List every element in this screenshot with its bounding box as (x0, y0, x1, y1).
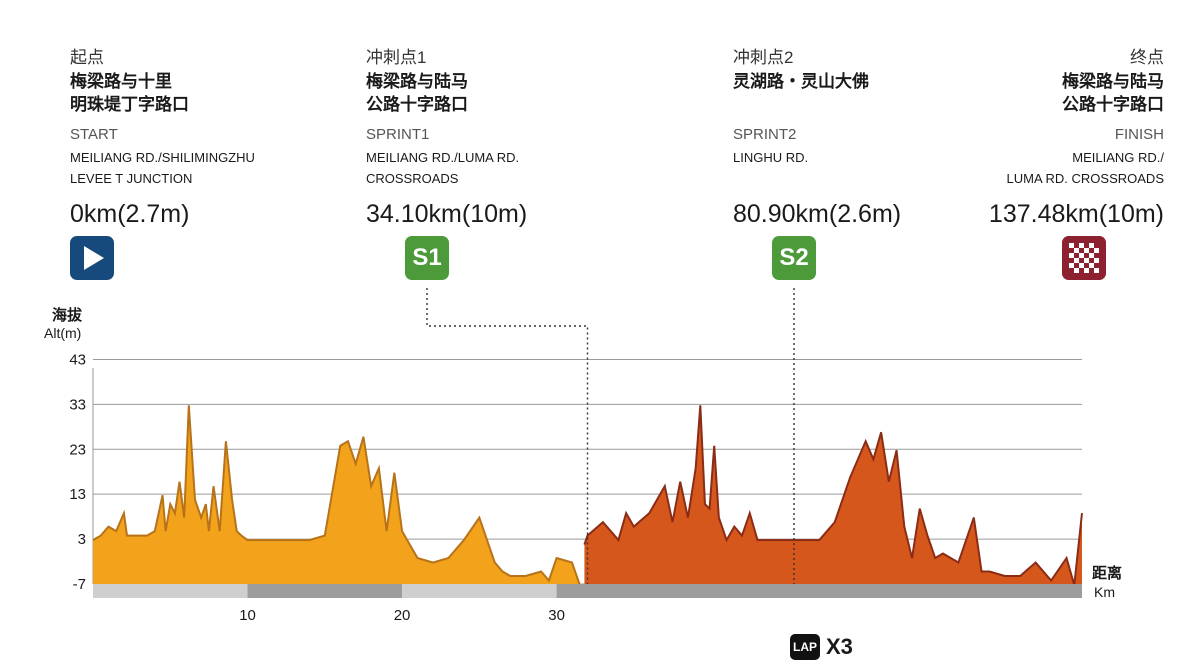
checker-square (1069, 243, 1074, 248)
finish-info: 终点 梅梁路与陆马 公路十字路口 FINISH MEILIANG RD./ LU… (1007, 48, 1164, 189)
sprint2-distance: 80.90km(2.6m) (733, 200, 902, 228)
checker-square (1084, 248, 1089, 253)
y-tick-label: 3 (78, 531, 86, 548)
sprint2-badge: S2 (772, 236, 816, 280)
sprint1-en-name-2: CROSSROADS (366, 171, 459, 186)
elevation-line-1 (92, 405, 585, 586)
checkered-flag-icon (1062, 236, 1106, 280)
y-tick-label: 23 (69, 441, 86, 458)
checker-square (1084, 268, 1089, 273)
finish-zh-label: 终点 (1130, 48, 1164, 67)
sprint1-marker-line (426, 288, 589, 584)
sprint2-zh-label: 冲刺点2 (733, 48, 794, 67)
x-tick-label: 30 (548, 607, 565, 624)
sprint2-en-name-1: LINGHU RD. (733, 150, 809, 165)
distance-band-segment (93, 584, 248, 598)
checker-square (1089, 243, 1094, 248)
sprint1-zh-name-2: 公路十字路口 (366, 95, 468, 114)
checker-square (1079, 243, 1084, 248)
start-zh-name-1: 梅梁路与十里 (70, 72, 172, 91)
checker-square (1094, 248, 1099, 253)
finish-distance: 137.48km(10m) (988, 200, 1164, 228)
sprint2-info: 冲刺点2 灵湖路・灵山大佛 SPRINT2 LINGHU RD. (733, 48, 869, 168)
sprint1-zh-name-1: 梅梁路与陆马 (366, 72, 468, 91)
play-icon (70, 236, 114, 280)
sprint2-en-label: SPRINT2 (733, 126, 797, 143)
checker-square (1079, 263, 1084, 268)
checker-square (1084, 258, 1089, 263)
y-tick-label: 43 (69, 351, 86, 368)
sprint1-info: 冲刺点1 梅梁路与陆马 公路十字路口 SPRINT1 MEILIANG RD./… (366, 48, 519, 189)
y-tick-label: -7 (73, 576, 86, 593)
checker-square (1074, 248, 1079, 253)
x-axis-title-zh: 距离 (1092, 565, 1123, 582)
start-info: 起点 梅梁路与十里 明珠堤丁字路口 START MEILIANG RD./SHI… (70, 48, 255, 189)
checker-square (1074, 258, 1079, 263)
distance-band-segment (402, 584, 557, 598)
elevation-line-2 (583, 405, 1083, 586)
checker-square (1074, 268, 1079, 273)
checker-square (1069, 263, 1074, 268)
elevation-area-1 (93, 404, 585, 584)
start-en-name-1: MEILIANG RD./SHILIMINGZHU (70, 150, 255, 165)
distance-band-segment (247, 584, 403, 598)
checker-square (1079, 253, 1084, 258)
checker-square (1069, 253, 1074, 258)
finish-en-name-1: MEILIANG RD./ (1072, 150, 1164, 165)
distance-band-segment (556, 584, 1082, 598)
x-tick-label: 20 (394, 607, 411, 624)
y-tick-label: 13 (69, 486, 86, 503)
sprint1-zh-label: 冲刺点1 (366, 48, 427, 67)
sprint1-distance: 34.10km(10m) (366, 200, 528, 228)
start-en-name-2: LEVEE T JUNCTION (70, 171, 193, 186)
start-distance: 0km(2.7m) (70, 200, 190, 228)
lap-icon: LAP (790, 634, 820, 660)
sprint1-en-label: SPRINT1 (366, 126, 430, 143)
checker-square (1094, 258, 1099, 263)
checker-square (1089, 263, 1094, 268)
finish-en-name-2: LUMA RD. CROSSROADS (1006, 171, 1164, 186)
sprint1-en-name-1: MEILIANG RD./LUMA RD. (366, 150, 520, 165)
y-axis-title-zh: 海拔 (52, 307, 83, 324)
elevation-area-2 (584, 404, 1082, 584)
sprint1-badge: S1 (405, 236, 449, 280)
checker-square (1094, 268, 1099, 273)
x-tick-label: 10 (239, 607, 256, 624)
sprint2-zh-name-1: 灵湖路・灵山大佛 (733, 72, 869, 91)
finish-zh-name-1: 梅梁路与陆马 (1062, 72, 1164, 91)
y-axis-title-en: Alt(m) (44, 325, 82, 341)
checker-square (1089, 253, 1094, 258)
start-zh-name-2: 明珠堤丁字路口 (70, 95, 189, 114)
start-zh-label: 起点 (70, 48, 104, 67)
x-axis-title-en: Km (1094, 584, 1115, 600)
finish-zh-name-2: 公路十字路口 (1062, 95, 1164, 114)
y-tick-label: 33 (69, 396, 86, 413)
lap-indicator: LAP X3 (790, 634, 853, 660)
lap-count: X3 (826, 634, 853, 659)
start-en-label: START (70, 126, 118, 143)
finish-en-label: FINISH (1114, 126, 1164, 143)
